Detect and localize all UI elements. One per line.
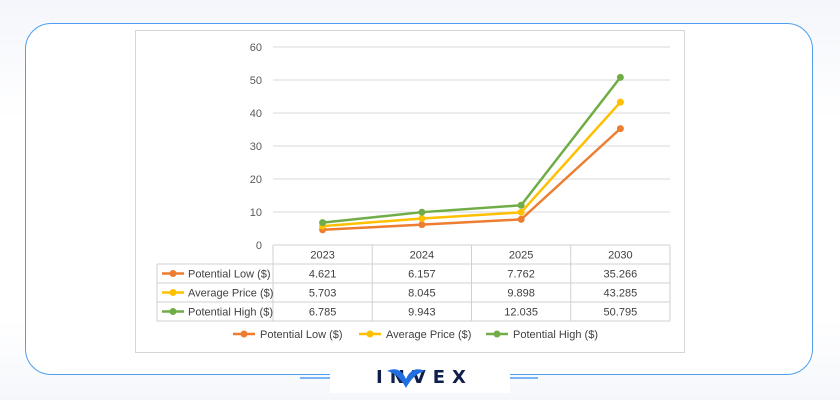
- table-cell-value: 50.795: [604, 307, 638, 319]
- series-point: [418, 214, 426, 222]
- table-cell-value: 8.045: [408, 288, 436, 300]
- table-cell-value: 9.898: [507, 288, 535, 300]
- series-point: [319, 219, 327, 227]
- x-category-label: 2030: [608, 250, 632, 262]
- series-point: [616, 125, 624, 133]
- table-legend-key-marker: [169, 270, 177, 277]
- y-tick-label: 60: [250, 42, 262, 54]
- legend-key-marker: [493, 330, 501, 338]
- series-point: [616, 73, 624, 81]
- x-category-label: 2024: [410, 250, 434, 262]
- table-series-name: Potential High ($): [188, 307, 273, 319]
- series-point: [418, 221, 426, 229]
- series-point: [517, 208, 525, 216]
- series-point: [616, 98, 624, 106]
- y-tick-label: 20: [250, 174, 262, 186]
- series-point: [418, 208, 426, 216]
- table-legend-key-marker: [169, 289, 177, 296]
- brand-logo: INVEX: [330, 361, 510, 393]
- table-legend-key-marker: [169, 308, 177, 315]
- table-cell-value: 12.035: [504, 307, 538, 319]
- table-cell-value: 9.943: [408, 307, 436, 319]
- legend-entry-label: Potential High ($): [513, 329, 598, 341]
- table-cell-value: 4.621: [309, 269, 337, 281]
- legend-key-marker: [366, 330, 374, 338]
- legend-key-marker: [240, 330, 248, 338]
- logo-wing-icon: [387, 369, 425, 388]
- table-cell-value: 6.785: [309, 307, 337, 319]
- x-category-label: 2025: [509, 250, 533, 262]
- table-cell-value: 7.762: [507, 269, 535, 281]
- series-line: [322, 101, 622, 228]
- y-tick-label: 10: [250, 207, 262, 219]
- table-cell-value: 5.703: [309, 288, 337, 300]
- series-point: [517, 201, 525, 209]
- x-category-label: 2023: [310, 250, 334, 262]
- y-tick-label: 0: [256, 240, 262, 252]
- legend-entry-label: Average Price ($): [386, 329, 471, 341]
- table-series-name: Potential Low ($): [188, 269, 271, 281]
- table-cell-value: 43.285: [604, 288, 638, 300]
- series-point: [517, 215, 525, 223]
- table-series-name: Average Price ($): [188, 288, 273, 300]
- table-cell-value: 6.157: [408, 269, 436, 281]
- y-tick-label: 40: [250, 108, 262, 120]
- y-tick-label: 30: [250, 141, 262, 153]
- series-line: [322, 76, 622, 224]
- table-cell-value: 35.266: [604, 269, 638, 281]
- series-line: [322, 127, 622, 231]
- y-tick-label: 50: [250, 75, 262, 87]
- legend-entry-label: Potential Low ($): [260, 329, 343, 341]
- chart-panel: [135, 30, 685, 353]
